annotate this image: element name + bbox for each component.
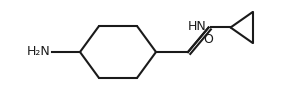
Text: HN: HN — [188, 20, 207, 33]
Text: O: O — [204, 34, 214, 46]
Text: H₂N: H₂N — [26, 45, 50, 58]
